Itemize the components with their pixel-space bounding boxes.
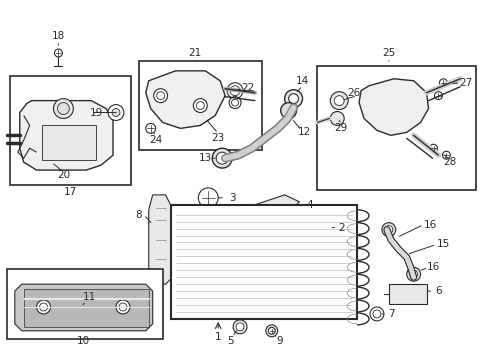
Text: 12: 12 xyxy=(297,127,311,137)
Text: 8: 8 xyxy=(135,210,142,220)
Circle shape xyxy=(330,92,348,110)
Circle shape xyxy=(228,97,241,109)
Circle shape xyxy=(439,79,446,87)
Circle shape xyxy=(280,102,296,119)
Text: 21: 21 xyxy=(188,48,201,58)
Text: 16: 16 xyxy=(426,262,439,272)
Polygon shape xyxy=(15,284,152,331)
Text: 29: 29 xyxy=(334,124,347,134)
Circle shape xyxy=(229,86,240,96)
Circle shape xyxy=(153,89,167,102)
Bar xyxy=(7,269,162,339)
Circle shape xyxy=(156,92,164,100)
Polygon shape xyxy=(20,101,113,170)
Circle shape xyxy=(116,300,130,314)
Bar xyxy=(170,205,356,319)
Text: 25: 25 xyxy=(381,48,394,58)
Circle shape xyxy=(216,152,227,164)
Bar xyxy=(388,284,425,304)
Circle shape xyxy=(108,105,124,120)
Text: 27: 27 xyxy=(459,78,472,88)
Text: 18: 18 xyxy=(52,31,65,41)
Text: 23: 23 xyxy=(211,133,225,143)
Circle shape xyxy=(119,303,127,311)
Polygon shape xyxy=(146,71,225,129)
Bar xyxy=(10,76,131,185)
Circle shape xyxy=(193,99,207,112)
Polygon shape xyxy=(149,195,170,284)
Polygon shape xyxy=(358,79,428,135)
Text: 10: 10 xyxy=(76,336,90,346)
Circle shape xyxy=(212,148,232,168)
Circle shape xyxy=(429,144,437,152)
Circle shape xyxy=(406,267,420,281)
Polygon shape xyxy=(255,195,299,215)
Text: 9: 9 xyxy=(276,336,283,346)
Circle shape xyxy=(54,49,62,57)
Text: 7: 7 xyxy=(388,309,394,319)
Text: 26: 26 xyxy=(347,88,360,98)
Circle shape xyxy=(288,94,298,104)
Text: 24: 24 xyxy=(149,135,162,145)
Text: 17: 17 xyxy=(63,187,77,197)
Circle shape xyxy=(112,109,120,116)
Bar xyxy=(24,289,149,327)
Text: 16: 16 xyxy=(423,220,436,230)
Circle shape xyxy=(441,151,450,159)
Circle shape xyxy=(384,226,392,233)
Circle shape xyxy=(381,223,395,237)
Text: 6: 6 xyxy=(434,286,441,296)
Circle shape xyxy=(333,96,344,106)
Text: 3: 3 xyxy=(228,193,235,203)
Bar xyxy=(42,125,96,160)
Circle shape xyxy=(233,320,246,334)
Text: 28: 28 xyxy=(443,157,456,167)
Circle shape xyxy=(146,124,155,134)
Circle shape xyxy=(36,300,50,314)
Text: 19: 19 xyxy=(90,107,103,117)
Circle shape xyxy=(231,99,238,106)
Bar xyxy=(138,61,261,150)
Circle shape xyxy=(434,92,441,100)
Text: 1: 1 xyxy=(214,332,221,342)
Text: 11: 11 xyxy=(82,292,96,302)
Text: 22: 22 xyxy=(241,83,254,93)
Text: 5: 5 xyxy=(227,336,233,346)
Circle shape xyxy=(57,102,69,115)
Circle shape xyxy=(53,99,73,119)
Circle shape xyxy=(372,310,380,318)
Text: 15: 15 xyxy=(436,240,449,250)
Circle shape xyxy=(409,270,417,278)
Text: 2: 2 xyxy=(337,223,344,233)
Circle shape xyxy=(227,83,242,99)
Circle shape xyxy=(369,307,383,321)
Text: 20: 20 xyxy=(57,170,70,180)
Text: 14: 14 xyxy=(295,76,308,86)
Circle shape xyxy=(40,303,47,311)
Circle shape xyxy=(330,111,344,125)
Bar xyxy=(317,66,475,190)
Circle shape xyxy=(198,188,218,208)
Circle shape xyxy=(284,90,302,107)
Circle shape xyxy=(236,323,243,331)
Circle shape xyxy=(265,325,277,337)
Text: 4: 4 xyxy=(305,200,312,210)
Circle shape xyxy=(196,102,204,110)
Text: 13: 13 xyxy=(198,153,212,163)
Circle shape xyxy=(268,327,275,334)
